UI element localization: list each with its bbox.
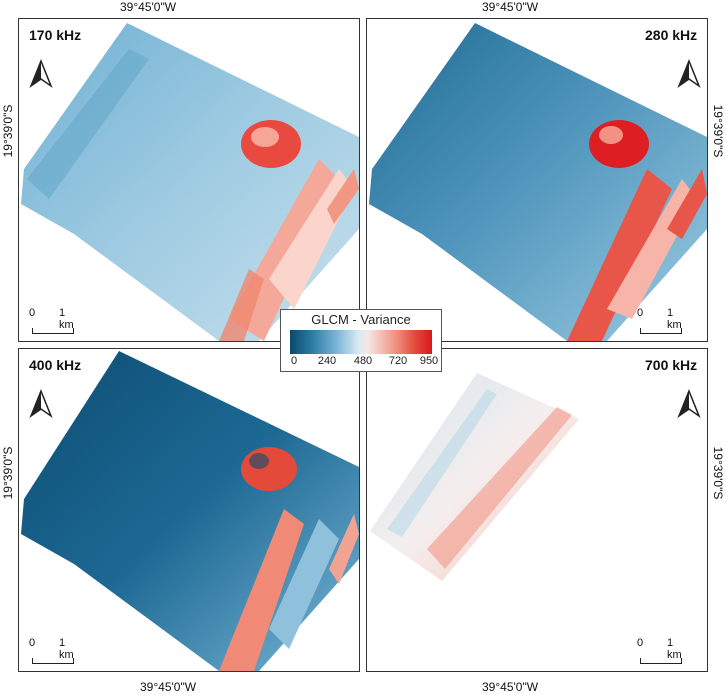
frequency-label: 170 kHz (29, 27, 82, 43)
scale-bar: 0 1 km (29, 637, 77, 671)
longitude-label: 39°45'0"W (120, 0, 177, 14)
variance-map-170khz (21, 23, 359, 341)
legend: GLCM - Variance 0 240 480 720 950 (280, 309, 442, 372)
latitude-label: 19°39'0"S (1, 446, 15, 500)
frequency-label: 280 kHz (645, 27, 698, 43)
north-arrow-icon (677, 59, 701, 89)
map-panel-400khz: 400 kHz 0 1 km (18, 348, 360, 672)
scale-line (640, 658, 682, 664)
scale-start-label: 0 (29, 637, 36, 649)
scale-line (640, 328, 682, 334)
north-arrow-icon (29, 389, 53, 419)
legend-title: GLCM - Variance (311, 312, 411, 327)
variance-map-700khz (370, 373, 579, 581)
legend-color-ramp (290, 330, 432, 354)
scale-start-label: 0 (637, 307, 644, 319)
longitude-label: 39°45'0"W (140, 680, 197, 694)
legend-tick: 240 (317, 355, 337, 367)
latitude-label: 19°39'0"S (1, 104, 15, 158)
variance-map-400khz (21, 351, 359, 671)
legend-tick: 480 (353, 355, 373, 367)
latitude-label: 19°39'0"S (711, 446, 725, 500)
frequency-label: 400 kHz (29, 357, 82, 373)
scale-end-label: 1 km (59, 637, 74, 661)
legend-tick: 720 (388, 355, 408, 367)
scale-line (32, 658, 74, 664)
frequency-label: 700 kHz (645, 357, 698, 373)
map-panel-170khz: 170 kHz 0 1 km (18, 18, 360, 342)
scale-end-label: 1 km (667, 637, 682, 661)
scale-end-label: 1 km (667, 307, 682, 331)
variance-map-280khz (369, 23, 707, 341)
scale-start-label: 0 (637, 637, 644, 649)
scale-line (32, 328, 74, 334)
scale-start-label: 0 (29, 307, 36, 319)
scale-bar: 0 1 km (637, 307, 685, 341)
longitude-label: 39°45'0"W (482, 0, 539, 14)
map-panel-700khz: 700 kHz 0 1 km (366, 348, 708, 672)
scale-bar: 0 1 km (29, 307, 77, 341)
scale-end-label: 1 km (59, 307, 74, 331)
map-panel-280khz: 280 kHz 0 1 km (366, 18, 708, 342)
legend-tick: 950 (419, 355, 439, 367)
latitude-label: 19°39'0"S (711, 104, 725, 158)
scale-bar: 0 1 km (637, 637, 685, 671)
legend-tick: 0 (290, 355, 298, 367)
north-arrow-icon (677, 389, 701, 419)
longitude-label: 39°45'0"W (482, 680, 539, 694)
north-arrow-icon (29, 59, 53, 89)
